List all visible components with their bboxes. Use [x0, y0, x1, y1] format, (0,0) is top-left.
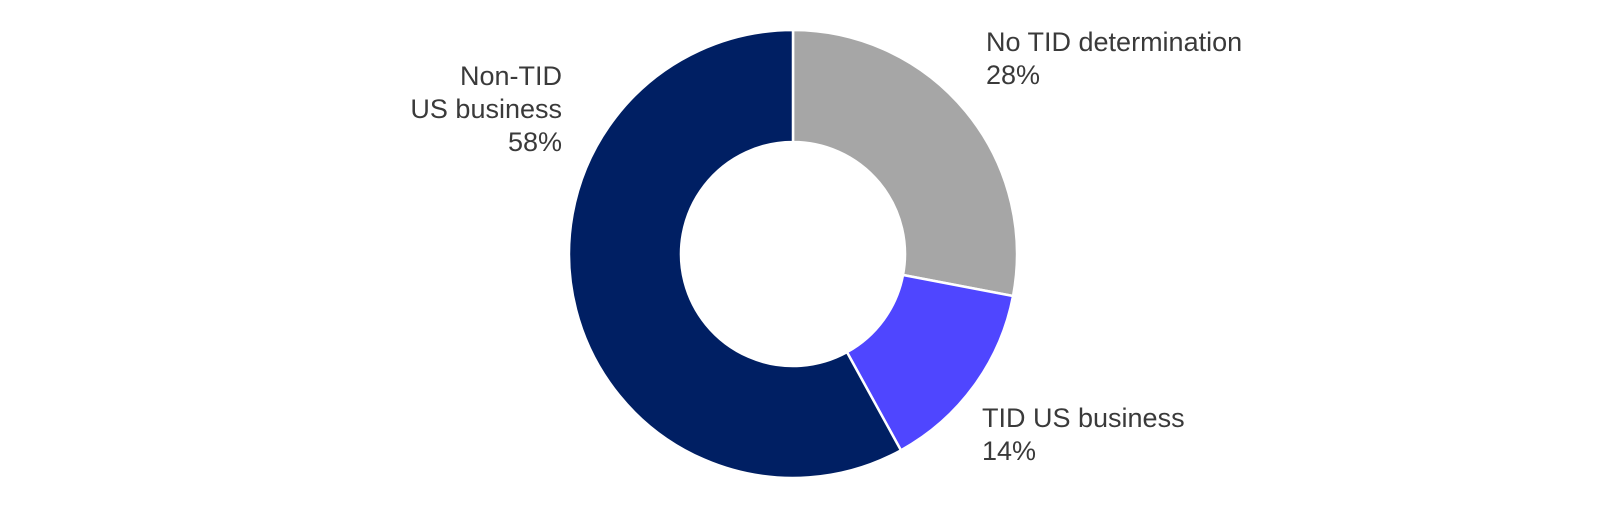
slice-label-no-tid-determination: No TID determination 28% [986, 26, 1242, 92]
donut-slice-no-tid-determination [791, 28, 1019, 298]
slice-label-text: US business [410, 94, 562, 124]
slice-value-label: 28% [986, 60, 1041, 90]
slice-value-label: 58% [507, 127, 562, 157]
donut-slice-non-tid-us-business [567, 28, 903, 480]
slice-label-text: TID US business [982, 403, 1185, 433]
slice-value-label: 14% [982, 436, 1037, 466]
slice-label-non-tid-us-business: Non-TID US business 58% [410, 60, 562, 159]
slice-label-text: No TID determination [986, 27, 1243, 57]
slice-label-tid-us-business: TID US business 14% [982, 402, 1185, 468]
slice-label-text: Non-TID [459, 61, 562, 91]
